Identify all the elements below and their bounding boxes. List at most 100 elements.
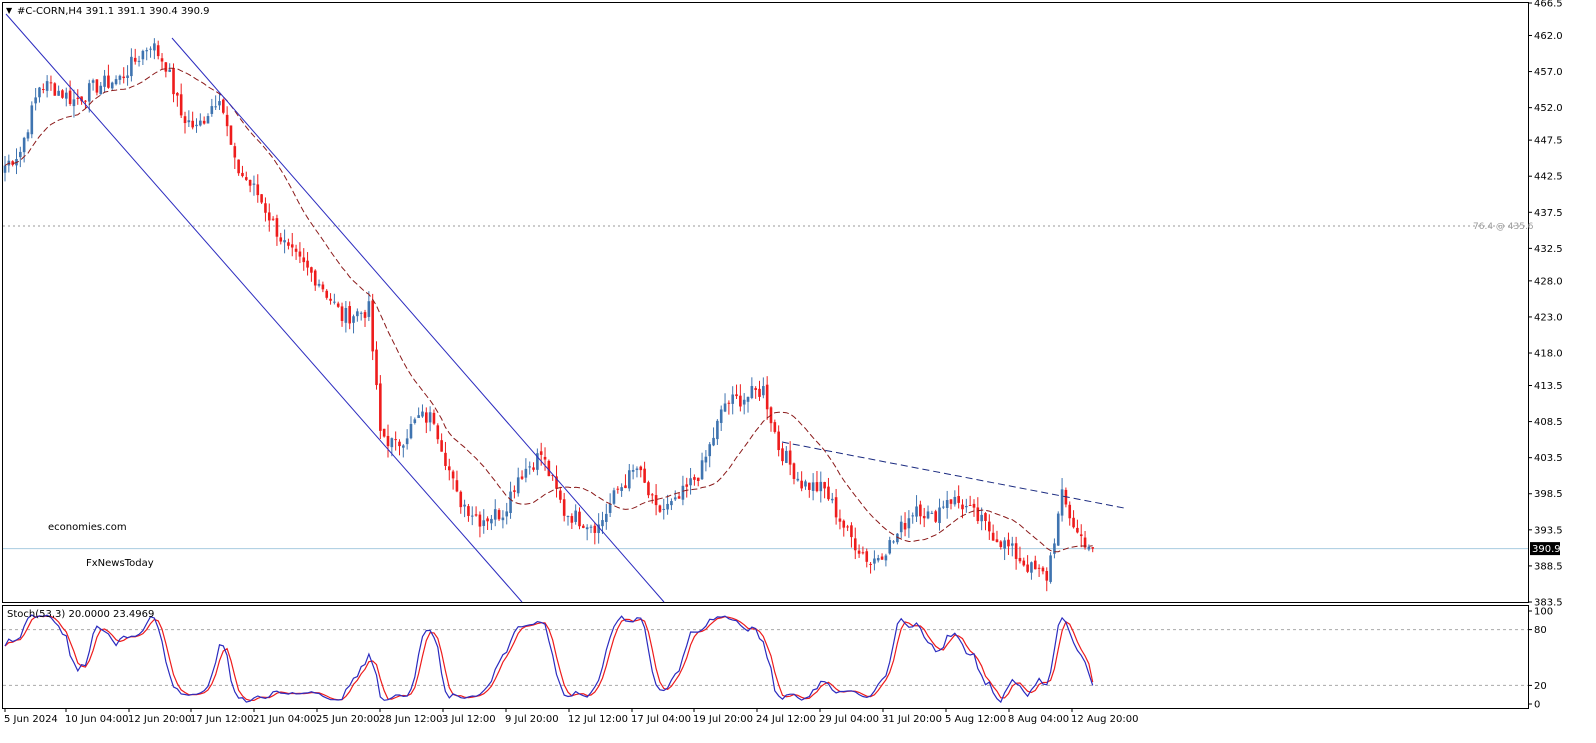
candle-body <box>892 541 895 543</box>
candle-body <box>716 420 719 440</box>
candle-body <box>310 267 313 273</box>
candle-body <box>478 514 482 527</box>
candle-body <box>340 306 344 321</box>
candle-body <box>601 520 604 527</box>
candle-body <box>91 80 95 83</box>
candle-body <box>562 499 566 516</box>
candle-body <box>1049 555 1052 582</box>
x-tick-label: 29 Jul 04:00 <box>819 714 879 725</box>
candle-body <box>731 394 734 404</box>
candle-body <box>635 468 639 470</box>
moving-average-line <box>4 67 1093 553</box>
candle-body <box>869 563 872 565</box>
candle-body <box>379 383 382 431</box>
candle-body <box>1087 546 1091 550</box>
candle-body <box>639 466 643 471</box>
candle-body <box>957 496 960 503</box>
candle-body <box>624 485 627 489</box>
candle-body <box>865 551 869 562</box>
candle-body <box>853 538 857 551</box>
y-tick-label: 398.5 <box>1534 489 1563 500</box>
candle-body <box>999 541 1003 547</box>
candle-body <box>838 518 842 522</box>
candle-body <box>677 496 681 499</box>
candle-body <box>650 494 654 496</box>
candle-body <box>842 520 846 528</box>
candle-body <box>532 467 535 470</box>
candle-body <box>359 312 363 314</box>
candle-body <box>421 411 424 417</box>
candle-body <box>329 298 332 301</box>
candle-body <box>283 240 286 243</box>
x-tick-label: 24 Jul 12:00 <box>756 714 816 725</box>
candle-body <box>248 179 252 186</box>
current-price-text: 390.9 <box>1532 544 1561 555</box>
candle-body <box>187 120 191 123</box>
candle-body <box>873 558 876 564</box>
candle-body <box>520 476 524 479</box>
x-tick-label: 12 Jul 12:00 <box>568 714 628 725</box>
candle-body <box>298 251 302 257</box>
candle-body <box>306 260 309 268</box>
candle-body <box>930 512 934 514</box>
candle-body <box>313 270 317 286</box>
candle-body <box>398 441 401 447</box>
candle-body <box>911 515 915 517</box>
y-tick-label: 437.5 <box>1534 208 1563 219</box>
candle-body <box>176 92 179 96</box>
candle-body <box>405 438 409 445</box>
candle-body <box>402 445 405 448</box>
channel-upper-line <box>171 37 665 603</box>
candle-body <box>290 244 294 248</box>
candle-body <box>367 301 371 317</box>
candle-body <box>608 503 612 513</box>
price-grid <box>3 225 1528 550</box>
candle-body <box>38 87 41 98</box>
candle-body <box>811 482 815 491</box>
candle-body <box>578 511 581 527</box>
x-tick-label: 17 Jul 04:00 <box>631 714 691 725</box>
x-tick-label: 28 Jun 12:00 <box>379 714 443 725</box>
watermark-fxnewstoday: FxNewsToday <box>86 558 154 569</box>
candle-body <box>953 496 957 505</box>
candle-body <box>750 386 754 398</box>
candle-body <box>976 507 980 522</box>
candle-body <box>785 450 788 463</box>
candle-body <box>459 491 463 508</box>
candle-body <box>1079 534 1083 537</box>
candle-body <box>670 501 673 506</box>
candle-body <box>53 83 57 96</box>
candle-body <box>68 90 72 104</box>
y-tick-label: 462.0 <box>1534 31 1563 42</box>
candle-body <box>252 183 256 185</box>
candle-body <box>516 477 520 494</box>
stoch-main-line <box>4 614 1094 704</box>
candle-body <box>447 466 451 471</box>
fib-level-label: 76.4 @ 435.6 <box>1473 222 1534 232</box>
y-tick-label: 447.5 <box>1534 136 1563 147</box>
candle-body <box>3 165 7 173</box>
candle-body <box>160 58 164 62</box>
y-tick-label: 403.5 <box>1534 453 1563 464</box>
candle-body <box>700 460 704 480</box>
candle-body <box>543 456 547 460</box>
menu-arrow-icon[interactable]: ▼ <box>6 6 13 15</box>
candle-body <box>382 428 386 437</box>
candle-body <box>130 56 133 77</box>
candle-body <box>57 90 60 96</box>
candle-body <box>153 43 156 51</box>
candle-body <box>585 527 589 530</box>
candle-body <box>658 505 662 512</box>
candle-body <box>758 388 761 397</box>
candle-body <box>375 349 378 386</box>
axes: 466.5 462.0 457.0 452.0 447.5 442.5 437.5 432.5… <box>4 0 1563 725</box>
candle-body <box>804 481 807 487</box>
candle-body <box>536 453 539 470</box>
candle-body <box>739 395 742 407</box>
candle-body <box>482 520 486 526</box>
candle-body <box>107 75 110 88</box>
candle-body <box>26 132 30 139</box>
candle-body <box>1068 504 1072 519</box>
candle-body <box>363 312 367 318</box>
candle-body <box>547 460 551 477</box>
